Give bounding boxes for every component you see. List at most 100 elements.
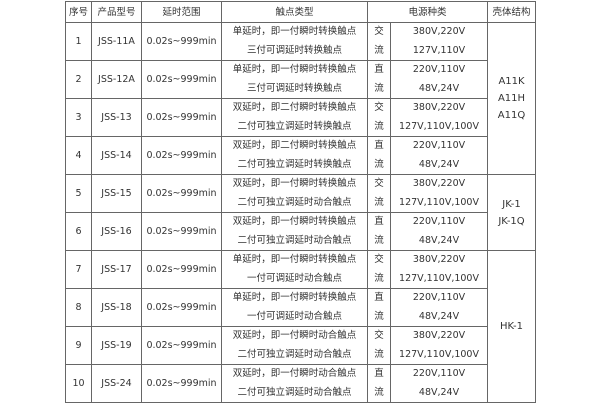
header-row: 序号 产品型号 延时范围 触点类型 电源种类 壳体结构 xyxy=(65,1,537,23)
row-power-type: 交流 xyxy=(367,326,391,365)
power-char: 直 xyxy=(374,216,384,227)
row-power-type: 交流 xyxy=(367,98,391,137)
row-power-type: 直流 xyxy=(367,60,391,99)
product-spec-table: 序号 产品型号 延时范围 触点类型 电源种类 壳体结构 1 JSS-11A 0.… xyxy=(65,1,537,403)
row-power-type: 直流 xyxy=(367,288,391,327)
row-shell: HK-1 xyxy=(487,250,537,403)
row-no: 9 xyxy=(65,326,92,365)
row-no: 5 xyxy=(65,174,92,213)
row-model: JSS-16 xyxy=(91,212,142,251)
row-no: 2 xyxy=(65,60,92,99)
row-range: 0.02s~999min xyxy=(141,60,222,99)
table-row: 7 JSS-17 0.02s~999min 单延时，即一付瞬时转换触点 一付可调延… xyxy=(65,250,537,403)
row-model: JSS-18 xyxy=(91,288,142,327)
voltage-line: 48V,24V xyxy=(418,310,460,322)
table-row: 10 JSS-24 0.02s~999min 双延时，即一付瞬时动合触点 二付可独… xyxy=(65,364,536,403)
shell-line: JK-1 xyxy=(502,198,521,210)
power-char: 流 xyxy=(374,386,384,398)
power-char: 交 xyxy=(374,178,384,189)
table-row: 6 JSS-16 0.02s~999min 双延时，即一付瞬时转换触点 二付可独立… xyxy=(65,212,536,251)
power-char: 流 xyxy=(374,120,384,132)
voltage-line: 220V,110V xyxy=(412,368,466,379)
voltage-line: 127V,110V,100V xyxy=(399,348,479,360)
power-char: 流 xyxy=(374,158,384,170)
shell-line: JK-1Q xyxy=(498,215,525,227)
row-model: JSS-24 xyxy=(91,364,142,403)
contact-line: 二付可独立调延时动合触点 xyxy=(237,386,352,398)
row-contact: 双延时，即二付瞬时转换触点 二付可独立调延时转换触点 xyxy=(221,136,368,175)
table-row: 1 JSS-11A 0.02s~999min 单延时，即一付瞬时转换触点 三付可调… xyxy=(65,22,537,175)
voltage-line: 380V,220V xyxy=(412,178,466,189)
voltage-line: 380V,220V xyxy=(412,254,466,265)
row-voltage: 380V,220V 127V,110V xyxy=(389,22,489,61)
row-voltage: 380V,220V 127V,110V,100V xyxy=(389,174,489,213)
contact-line: 单延时，即一付瞬时转换触点 xyxy=(232,292,357,303)
shell-line: A11K xyxy=(498,76,525,87)
header-power: 电源种类 xyxy=(366,1,489,23)
table-row: 3 JSS-13 0.02s~999min 双延时，即二付瞬时转换触点 二付可独立… xyxy=(65,98,536,137)
row-voltage: 380V,220V 127V,110V,100V xyxy=(389,250,489,289)
row-no: 1 xyxy=(65,22,92,61)
row-range: 0.02s~999min xyxy=(141,174,222,213)
row-contact: 单延时，即一付瞬时转换触点 三付可调延时转换触点 xyxy=(221,60,368,99)
row-contact: 双延时，即一付瞬时动合触点 二付可独立调延时动合触点 xyxy=(221,364,368,403)
power-char: 流 xyxy=(374,310,384,322)
row-power-type: 交流 xyxy=(367,174,391,213)
voltage-line: 48V,24V xyxy=(418,386,460,398)
voltage-line: 220V,110V xyxy=(412,64,466,75)
row-contact: 单延时，即一付瞬时转换触点 一付可调延时动合触点 xyxy=(221,288,368,327)
power-char: 流 xyxy=(374,44,384,56)
power-char: 直 xyxy=(374,368,384,379)
row-contact: 双延时，即一付瞬时动合触点 二付可独立调延时动合触点 xyxy=(221,326,368,365)
header-contact: 触点类型 xyxy=(221,1,368,23)
row-contact: 单延时，即一付瞬时转换触点 一付可调延时动合触点 xyxy=(221,250,368,289)
row-voltage: 220V,110V 48V,24V xyxy=(389,364,489,403)
row-voltage: 220V,110V 48V,24V xyxy=(389,60,489,99)
shell-line: A11H xyxy=(497,93,526,104)
power-char: 流 xyxy=(374,234,384,246)
power-char: 流 xyxy=(374,196,384,208)
row-power-type: 交流 xyxy=(367,250,391,289)
row-range: 0.02s~999min xyxy=(141,136,222,175)
shell-line: HK-1 xyxy=(500,321,524,332)
contact-line: 双延时，即二付瞬时转换触点 xyxy=(232,140,357,151)
header-model: 产品型号 xyxy=(91,1,142,23)
row-shell: JK-1 JK-1Q xyxy=(487,174,537,251)
row-contact: 双延时，即一付瞬时转换触点 二付可独立调延时动合触点 xyxy=(221,174,368,213)
row-contact: 双延时，即二付瞬时转换触点 二付可独立调延时转换触点 xyxy=(221,98,368,137)
row-power-type: 直流 xyxy=(367,364,391,403)
shell-line: A11Q xyxy=(497,110,526,121)
contact-line: 二付可独立调延时转换触点 xyxy=(237,158,352,170)
row-range: 0.02s~999min xyxy=(141,22,222,61)
contact-line: 二付可独立调延时动合触点 xyxy=(237,196,352,208)
row-power-type: 交流 xyxy=(367,22,391,61)
row-model: JSS-19 xyxy=(91,326,142,365)
power-char: 交 xyxy=(374,254,384,265)
row-shell: A11K A11H A11Q xyxy=(487,22,537,175)
contact-line: 三付可调延时转换触点 xyxy=(246,82,342,94)
row-no: 6 xyxy=(65,212,92,251)
contact-line: 双延时，即一付瞬时动合触点 xyxy=(232,330,357,341)
row-voltage: 220V,110V 48V,24V xyxy=(389,212,489,251)
row-voltage: 220V,110V 48V,24V xyxy=(389,288,489,327)
voltage-line: 48V,24V xyxy=(418,82,460,94)
row-model: JSS-17 xyxy=(91,250,142,289)
power-char: 交 xyxy=(374,26,384,37)
contact-line: 单延时，即一付瞬时转换触点 xyxy=(232,26,357,37)
voltage-line: 48V,24V xyxy=(418,234,460,246)
row-power-type: 直流 xyxy=(367,212,391,251)
row-range: 0.02s~999min xyxy=(141,364,222,403)
row-range: 0.02s~999min xyxy=(141,250,222,289)
voltage-line: 380V,220V xyxy=(412,26,466,37)
voltage-line: 48V,24V xyxy=(418,158,460,170)
row-power-type: 直流 xyxy=(367,136,391,175)
row-voltage: 220V,110V 48V,24V xyxy=(389,136,489,175)
contact-line: 双延时，即二付瞬时转换触点 xyxy=(232,102,357,113)
contact-line: 双延时，即一付瞬时转换触点 xyxy=(232,216,357,227)
voltage-line: 380V,220V xyxy=(412,330,466,341)
row-contact: 单延时，即一付瞬时转换触点 三付可调延时转换触点 xyxy=(221,22,368,61)
voltage-line: 220V,110V xyxy=(412,140,466,151)
voltage-line: 127V,110V,100V xyxy=(399,272,479,284)
row-no: 4 xyxy=(65,136,92,175)
contact-line: 单延时，即一付瞬时转换触点 xyxy=(232,64,357,75)
